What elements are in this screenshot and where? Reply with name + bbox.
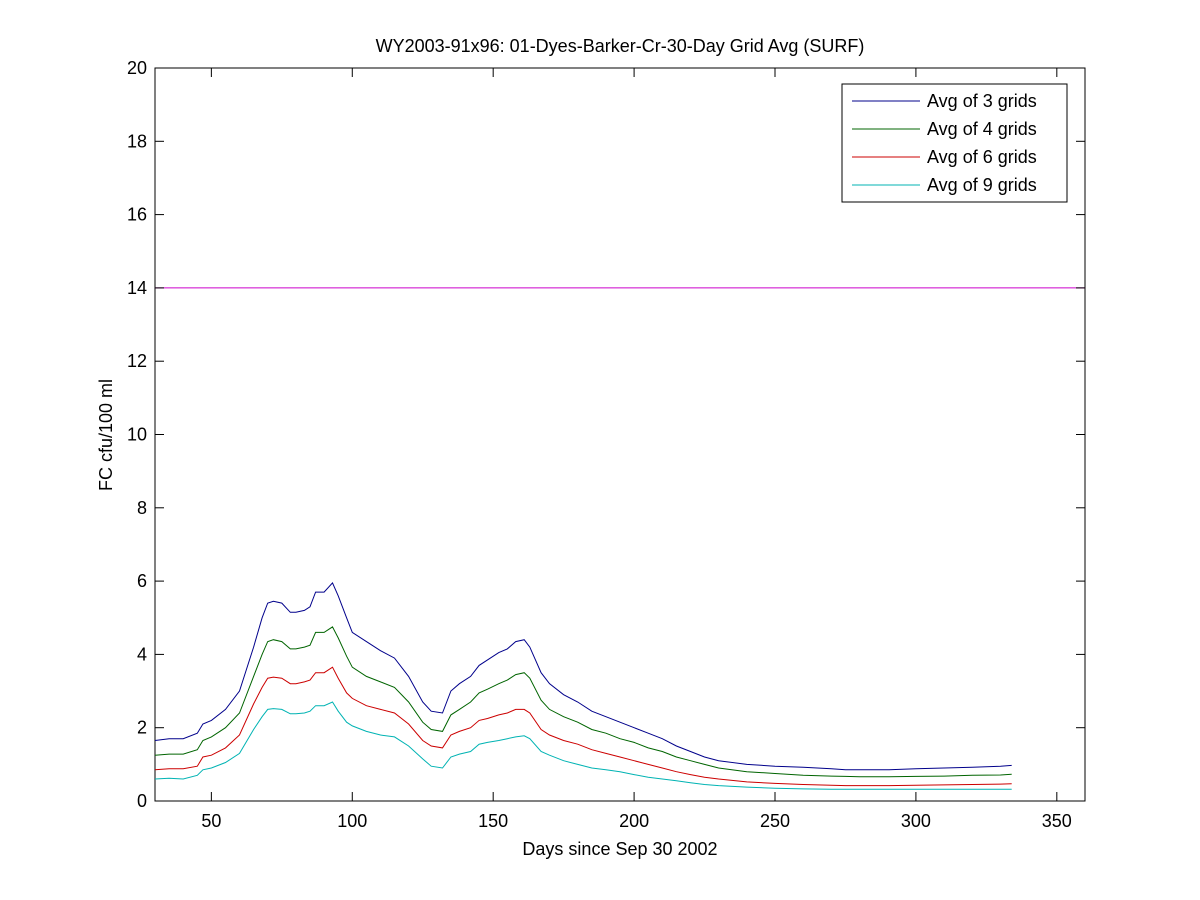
x-axis-label: Days since Sep 30 2002 xyxy=(522,839,717,859)
y-tick-label: 8 xyxy=(137,498,147,518)
series-layer xyxy=(154,581,1012,790)
legend-box xyxy=(841,83,1068,203)
y-tick-label: 16 xyxy=(127,205,147,225)
legend-label-3: Avg of 6 grids xyxy=(927,147,1037,167)
chart-title: WY2003-91x96: 01-Dyes-Barker-Cr-30-Day G… xyxy=(376,36,865,56)
series-line-2 xyxy=(154,626,1012,778)
x-tick-label: 300 xyxy=(901,811,931,831)
legend: Avg of 3 grids Avg of 4 grids Avg of 6 gri… xyxy=(841,83,1068,203)
legend-label-2: Avg of 4 grids xyxy=(927,119,1037,139)
series-line-3 xyxy=(154,666,1012,787)
y-tick-label: 14 xyxy=(127,278,147,298)
y-axis-label: FC cfu/100 ml xyxy=(96,379,116,491)
ticks-layer: 50 100 150 200 250 300 350 0 2 4 6 8 10 12 14 16 18 20 xyxy=(127,58,1085,831)
y-tick-label: 6 xyxy=(137,571,147,591)
legend-label-4: Avg of 9 grids xyxy=(927,175,1037,195)
y-tick-label: 18 xyxy=(127,131,147,151)
y-tick-label: 2 xyxy=(137,718,147,738)
y-tick-label: 0 xyxy=(137,791,147,811)
x-tick-label: 150 xyxy=(478,811,508,831)
series-line-1 xyxy=(154,581,1012,771)
y-tick-label: 12 xyxy=(127,351,147,371)
y-tick-label: 10 xyxy=(127,425,147,445)
legend-label-1: Avg of 3 grids xyxy=(927,91,1037,111)
series-line-4 xyxy=(154,701,1012,790)
x-tick-label: 250 xyxy=(760,811,790,831)
y-tick-label: 20 xyxy=(127,58,147,78)
x-tick-label: 100 xyxy=(337,811,367,831)
x-tick-label: 50 xyxy=(201,811,221,831)
x-tick-label: 350 xyxy=(1042,811,1072,831)
y-tick-label: 4 xyxy=(137,644,147,664)
x-tick-label: 200 xyxy=(619,811,649,831)
